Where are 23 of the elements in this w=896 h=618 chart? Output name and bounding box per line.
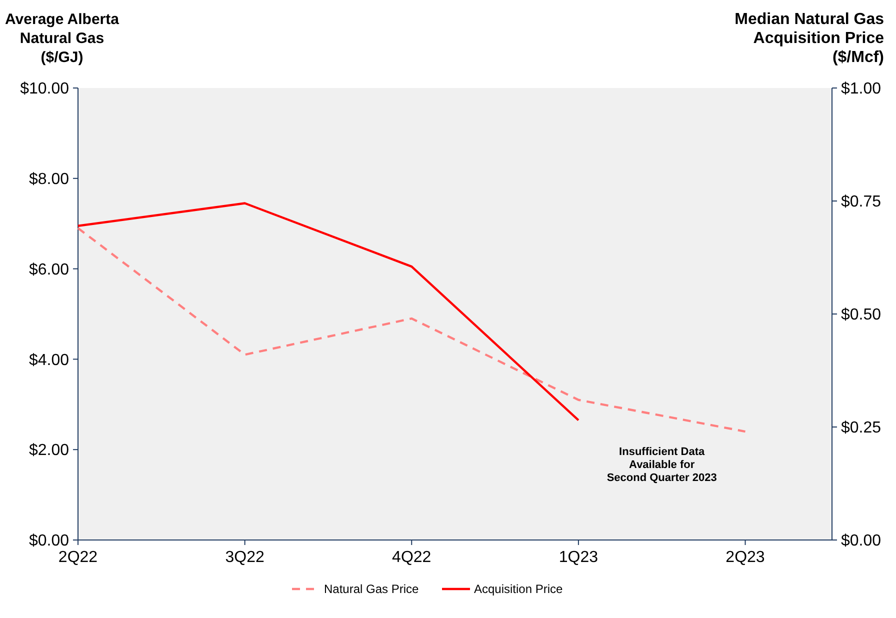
legend-label: Acquisition Price	[474, 582, 564, 596]
annotation: Insufficient Data Available for Second Quarter 2023	[606, 446, 717, 484]
x-tick-label: 3Q22	[225, 549, 264, 566]
y-tick-label: $8.00	[28, 171, 70, 188]
y-tick-label: $4.00	[28, 352, 70, 369]
y2-axis-title: Median Natural Gas Acquisition Price ($/Mcf)	[734, 11, 884, 66]
y-axis-title: Average Alberta Natural Gas ($/GJ)	[5, 11, 120, 66]
line-series	[76, 202, 580, 422]
y-tick-label: $6.00	[28, 261, 70, 278]
y-tick-label: $10.00	[20, 80, 70, 98]
y2-tick-label: $0.25	[841, 420, 882, 437]
line-series	[76, 227, 746, 433]
x-tick-label: 4Q22	[392, 549, 432, 566]
x-tick-label: 2Q23	[726, 549, 765, 566]
y-tick-label: $0.00	[28, 532, 70, 550]
y2-tick-label: $1.00	[841, 80, 882, 98]
y2-tick-label: $0.50	[841, 306, 882, 324]
x-tick-label: 2Q22	[58, 549, 98, 566]
x-tick-label: 1Q23	[558, 549, 598, 566]
y-tick-label: $2.00	[28, 442, 70, 460]
legend-label: Natural Gas Price	[324, 582, 420, 596]
y2-tick-label: $0.00	[841, 532, 882, 550]
y2-tick-label: $0.75	[841, 194, 882, 211]
